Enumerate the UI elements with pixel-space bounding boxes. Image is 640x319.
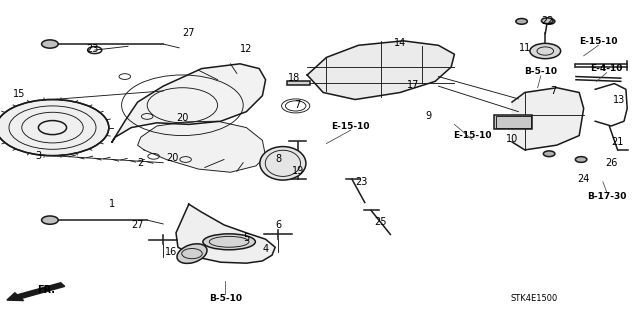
Bar [496,116,531,128]
Text: 1: 1 [109,199,115,209]
Text: E-15-10: E-15-10 [453,131,492,140]
Polygon shape [512,88,584,150]
FancyArrow shape [7,283,65,300]
Text: 27: 27 [182,28,195,39]
Text: 22: 22 [541,16,554,26]
Circle shape [541,18,553,24]
Circle shape [575,157,587,162]
Bar [287,81,310,85]
Circle shape [530,43,561,59]
Text: 20: 20 [176,113,189,123]
Text: E-15-10: E-15-10 [579,37,618,46]
Text: 9: 9 [426,111,432,122]
Text: 5: 5 [243,233,250,243]
Ellipse shape [203,234,255,250]
Text: 19: 19 [291,166,304,176]
Circle shape [0,100,109,156]
Text: B-17-30: B-17-30 [587,192,627,201]
Text: 25: 25 [374,217,387,227]
Text: E-4-10: E-4-10 [591,64,623,73]
Text: 26: 26 [605,158,618,168]
Polygon shape [307,41,454,100]
Text: 6: 6 [275,220,282,230]
Text: 7: 7 [294,100,301,110]
Text: 11: 11 [518,43,531,53]
Polygon shape [138,121,266,172]
Text: STK4E1500: STK4E1500 [511,294,558,303]
Text: 14: 14 [394,38,406,48]
Ellipse shape [177,244,207,263]
Text: 2: 2 [138,158,144,168]
Text: 23: 23 [86,44,99,55]
Bar [494,115,532,129]
Text: 21: 21 [611,137,624,147]
Text: 8: 8 [275,154,282,165]
Text: 4: 4 [262,244,269,254]
Text: 27: 27 [131,220,144,230]
Text: 17: 17 [406,79,419,90]
Text: 13: 13 [613,95,626,106]
Circle shape [543,19,555,24]
Text: 12: 12 [240,44,253,55]
Text: 18: 18 [288,73,301,83]
Text: 10: 10 [506,134,518,144]
Polygon shape [176,204,275,263]
Text: 24: 24 [577,174,590,184]
Text: B-5-10: B-5-10 [209,294,242,303]
Text: E-15-10: E-15-10 [332,122,370,130]
Text: FR.: FR. [37,285,55,295]
Circle shape [543,151,555,157]
Text: 15: 15 [13,89,26,99]
Text: 7: 7 [550,86,557,96]
Text: B-5-10: B-5-10 [524,67,557,76]
Text: 20: 20 [166,153,179,163]
Circle shape [516,19,527,24]
Circle shape [42,216,58,224]
Circle shape [42,40,58,48]
Text: 3: 3 [35,151,42,161]
Ellipse shape [260,147,306,180]
Text: 23: 23 [355,177,368,187]
Polygon shape [112,64,266,142]
Text: 16: 16 [165,247,178,257]
